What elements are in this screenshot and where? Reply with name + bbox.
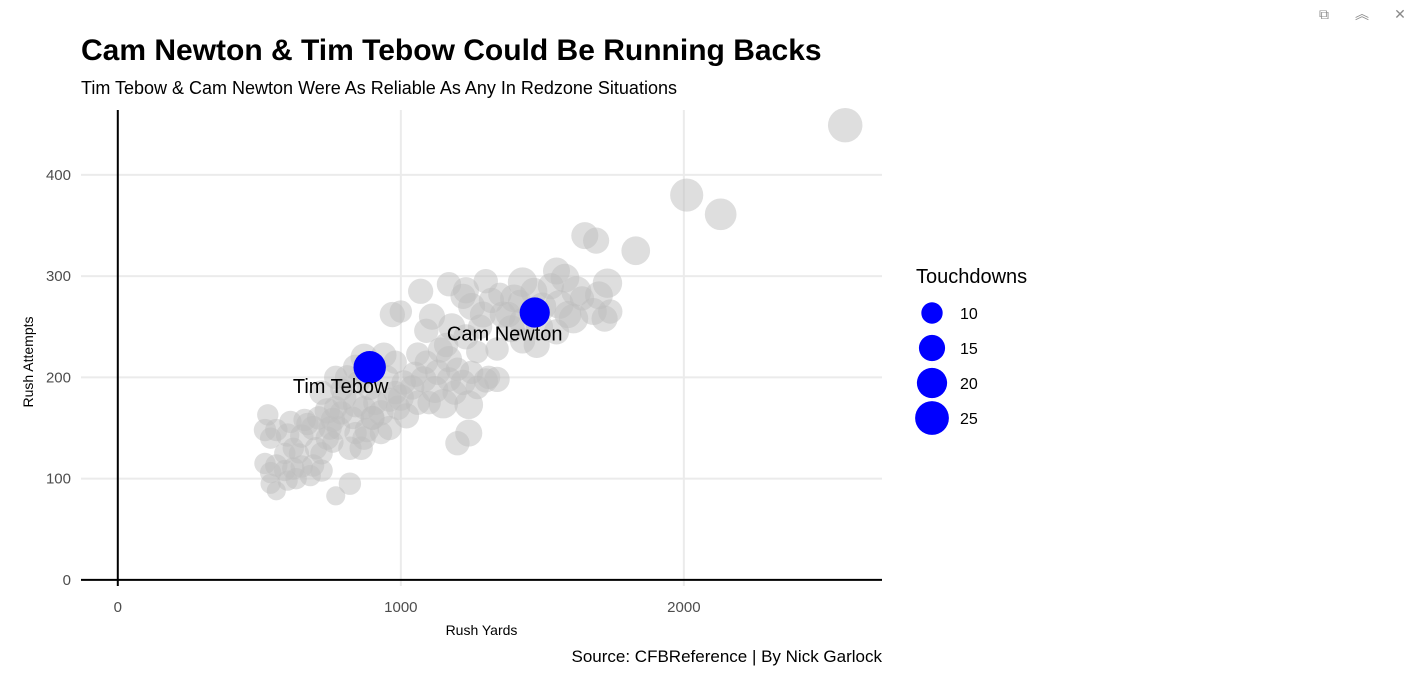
data-point (274, 442, 296, 465)
data-point (670, 178, 704, 212)
data-point (318, 416, 342, 440)
legend-label: 25 (960, 411, 978, 428)
close-icon[interactable]: ✕ (1394, 7, 1406, 23)
data-point (583, 227, 610, 254)
legend-key (918, 334, 946, 362)
highlight-point (519, 297, 550, 328)
data-point (293, 408, 316, 432)
data-point (369, 421, 393, 445)
data-point (569, 286, 595, 311)
legend-label: 10 (960, 306, 978, 323)
data-point (488, 282, 512, 307)
legend-label: 15 (960, 341, 978, 358)
data-point (418, 303, 446, 330)
data-point (433, 332, 459, 358)
data-point (466, 340, 489, 364)
y-tick-label: 300 (46, 268, 71, 285)
chart-subtitle: Tim Tebow & Cam Newton Were As Reliable … (81, 78, 677, 98)
data-point (485, 337, 509, 361)
data-point (254, 452, 276, 475)
legend-key (916, 367, 948, 399)
data-point (363, 390, 388, 415)
legend-label: 20 (960, 376, 978, 393)
data-point (543, 319, 570, 345)
chart-caption: Source: CFBReference | By Nick Garlock (571, 647, 882, 666)
data-point (598, 299, 623, 324)
highlight-point (353, 351, 386, 384)
data-point (266, 481, 286, 501)
y-tick-label: 100 (46, 471, 71, 488)
popout-icon[interactable]: ⧉ (1319, 7, 1329, 23)
legend-key (915, 401, 949, 435)
data-point (465, 375, 489, 400)
data-point (407, 278, 434, 304)
point-label: Cam Newton (447, 324, 563, 346)
data-point (467, 314, 493, 339)
data-point (537, 273, 564, 300)
data-point (326, 486, 346, 506)
data-point (414, 350, 439, 374)
legend-title: Touchdowns (916, 266, 1027, 288)
chart-title: Cam Newton & Tim Tebow Could Be Running … (81, 34, 822, 67)
data-point (310, 459, 333, 482)
data-point (257, 404, 279, 426)
y-tick-label: 200 (46, 369, 71, 386)
y-tick-label: 400 (46, 167, 71, 184)
data-point (621, 236, 651, 266)
point-label: Tim Tebow (293, 376, 389, 398)
x-tick-label: 1000 (384, 599, 417, 616)
data-point (455, 419, 483, 447)
data-point (309, 380, 334, 405)
window-controls: ⧉ ︽ ✕ (1316, 6, 1408, 24)
data-point (389, 300, 413, 323)
x-axis-title: Rush Yards (446, 622, 518, 638)
y-tick-label: 0 (63, 572, 71, 589)
data-point (405, 390, 431, 415)
data-point (436, 272, 462, 297)
data-point (341, 406, 364, 430)
data-point (704, 198, 737, 231)
data-point (385, 395, 411, 420)
x-tick-label: 2000 (667, 599, 700, 616)
legend-key (921, 302, 943, 324)
data-point (338, 472, 362, 495)
data-point (445, 357, 470, 381)
data-point (827, 107, 863, 143)
y-axis-title: Rush Attempts (20, 316, 36, 407)
collapse-icon[interactable]: ︽ (1355, 7, 1369, 23)
x-tick-label: 0 (114, 599, 122, 616)
